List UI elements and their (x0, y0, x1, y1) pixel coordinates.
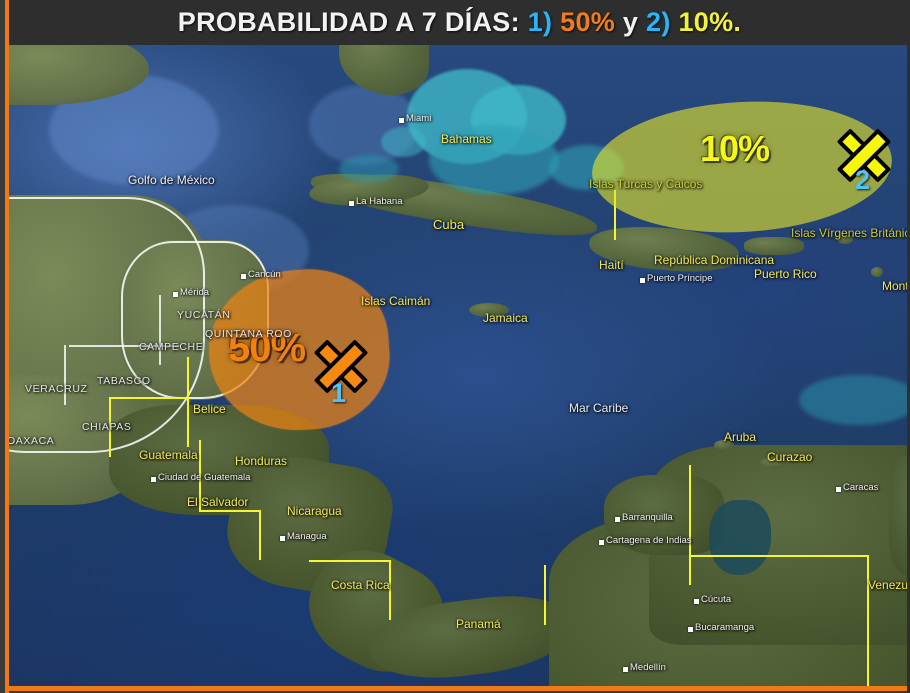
border-guatemala-west (109, 397, 111, 457)
border-haiti-dominicana (614, 190, 616, 240)
border-nicaragua-east (259, 510, 261, 560)
city-dot-icon (241, 274, 246, 279)
border-panama-colombia (544, 565, 546, 625)
land-venezuela-east (889, 455, 907, 575)
land-curazao (761, 457, 787, 468)
bank-bahamas-south (429, 125, 559, 195)
state-border-3 (64, 345, 66, 405)
city-dot-icon (280, 536, 285, 541)
state-border-2 (69, 345, 179, 347)
lake-maracaibo (709, 500, 771, 575)
hazard-area-2-probability: 10% (700, 128, 770, 169)
header-marker-2-id: 2) (646, 7, 671, 37)
city-dot-icon (349, 201, 354, 206)
satellite-map[interactable]: 50% 1 10% 2 Golfo de México Mar Caribe B… (9, 45, 907, 691)
hazard-area-1-probability: 50% (228, 326, 306, 370)
border-colombia-venezuela-s (867, 555, 869, 691)
city-dot-icon (836, 487, 841, 492)
city-dot-icon (151, 477, 156, 482)
border-costa-rica (309, 560, 389, 562)
city-dot-icon (615, 517, 620, 522)
border-honduras-guatemala (199, 440, 201, 510)
land-jamaica (469, 303, 509, 317)
city-dot-icon (694, 599, 699, 604)
frame-stripe-left (5, 0, 9, 693)
header-marker-2-pct: 10%. (678, 7, 742, 37)
header-conjunction: y (622, 7, 639, 37)
land-guajira (604, 475, 724, 555)
bank-andros (381, 127, 426, 157)
bank-cuba-north (339, 155, 399, 183)
land-montserrat (871, 267, 883, 277)
city-dot-icon (399, 118, 404, 123)
hazard-marker-2-number: 2 (855, 165, 871, 195)
header-marker-1-pct: 50% (560, 7, 616, 37)
city-dot-icon (623, 667, 628, 672)
land-virgin-islands (837, 235, 853, 244)
border-guatemala-north (109, 397, 189, 399)
border-panama-west (389, 560, 391, 620)
header-marker-1-id: 1) (527, 7, 553, 37)
border-colombia-venezuela-e (689, 555, 869, 557)
header-prefix: PROBABILIDAD A 7 DÍAS: (177, 7, 520, 37)
header-title: PROBABILIDAD A 7 DÍAS: 1) 50% y 2) 10%. (178, 7, 741, 38)
border-colombia-venezuela-n (689, 465, 691, 585)
border-belize (187, 357, 189, 447)
land-puerto-rico (744, 237, 804, 255)
bank-caribbean-se (799, 375, 907, 425)
frame-stripe-right (907, 45, 910, 693)
city-dot-icon (599, 540, 604, 545)
hazard-marker-1-number: 1 (331, 378, 347, 408)
state-border-1 (159, 295, 161, 365)
land-aruba (714, 440, 734, 450)
header-banner: PROBABILIDAD A 7 DÍAS: 1) 50% y 2) 10%. (9, 0, 910, 45)
border-honduras-nicaragua (199, 510, 259, 512)
city-dot-icon (640, 278, 645, 283)
city-dot-icon (173, 292, 178, 297)
city-dot-icon (688, 627, 693, 632)
frame-stripe-bottom (5, 686, 910, 691)
